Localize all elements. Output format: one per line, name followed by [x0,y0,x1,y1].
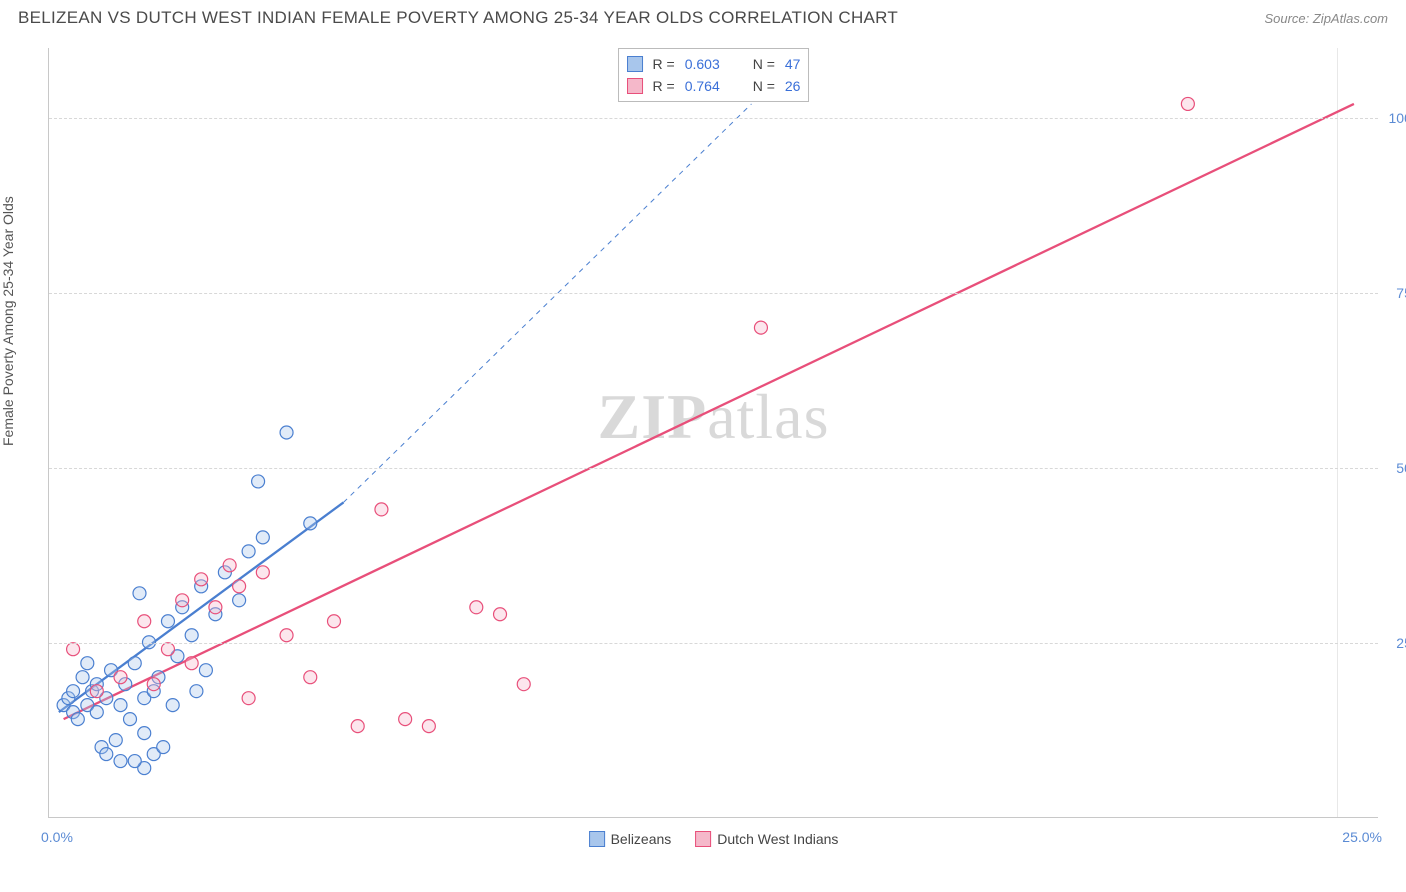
swatch-belizeans [627,56,643,72]
data-point [124,713,137,726]
data-point [114,699,127,712]
data-point [138,727,151,740]
gridline [49,468,1378,469]
data-point [233,594,246,607]
data-point [81,657,94,670]
data-point [304,671,317,684]
data-point [114,671,127,684]
legend-row-belizeans: R = 0.603 N = 47 [627,53,801,75]
data-point [157,741,170,754]
x-origin-label: 0.0% [41,829,73,845]
data-point [754,321,767,334]
data-point [304,517,317,530]
data-point [128,657,141,670]
gridline [49,643,1378,644]
source-label: Source: ZipAtlas.com [1264,11,1388,26]
legend-series: Belizeans Dutch West Indians [589,831,839,847]
data-point [161,643,174,656]
swatch-dutch-icon [695,831,711,847]
trend-line [64,104,1354,719]
gridline [49,118,1378,119]
n-label: N = [753,56,775,72]
data-point [252,475,265,488]
data-point [67,643,80,656]
r-value-dutch: 0.764 [685,78,735,94]
y-tick-label: 100.0% [1389,110,1406,126]
data-point [494,608,507,621]
data-point [90,706,103,719]
legend-item-dutch: Dutch West Indians [695,831,838,847]
y-tick-label: 25.0% [1396,635,1406,651]
scatter-svg [49,48,1378,817]
data-point [128,755,141,768]
data-point [233,580,246,593]
data-point [256,566,269,579]
legend-label-belizeans: Belizeans [611,831,672,847]
data-point [223,559,236,572]
n-label: N = [753,78,775,94]
data-point [161,615,174,628]
data-point [190,685,203,698]
swatch-belizeans-icon [589,831,605,847]
data-point [280,426,293,439]
data-point [280,629,293,642]
header: BELIZEAN VS DUTCH WEST INDIAN FEMALE POV… [0,0,1406,32]
data-point [242,545,255,558]
data-point [176,594,189,607]
data-point [133,587,146,600]
legend-correlation: R = 0.603 N = 47 R = 0.764 N = 26 [618,48,810,102]
swatch-dutch [627,78,643,94]
data-point [1181,97,1194,110]
r-value-belizeans: 0.603 [685,56,735,72]
data-point [67,685,80,698]
data-point [209,601,222,614]
gridline [49,293,1378,294]
data-point [76,671,89,684]
y-axis-title: Female Poverty Among 25-34 Year Olds [0,196,16,446]
n-value-belizeans: 47 [785,56,801,72]
trend-line-extrapolated [343,104,751,502]
data-point [470,601,483,614]
data-point [71,713,84,726]
data-point [138,615,151,628]
chart-title: BELIZEAN VS DUTCH WEST INDIAN FEMALE POV… [18,8,898,28]
data-point [166,699,179,712]
n-value-dutch: 26 [785,78,801,94]
data-point [242,692,255,705]
r-label: R = [653,56,675,72]
data-point [147,678,160,691]
chart-plot-area: ZIPatlas R = 0.603 N = 47 R = 0.764 N = … [48,48,1378,818]
data-point [195,573,208,586]
y-tick-label: 75.0% [1396,285,1406,301]
r-label: R = [653,78,675,94]
legend-label-dutch: Dutch West Indians [717,831,838,847]
data-point [100,748,113,761]
data-point [422,720,435,733]
data-point [399,713,412,726]
legend-row-dutch: R = 0.764 N = 26 [627,75,801,97]
data-point [375,503,388,516]
data-point [351,720,364,733]
data-point [199,664,212,677]
data-point [328,615,341,628]
data-point [90,685,103,698]
data-point [114,755,127,768]
data-point [517,678,530,691]
data-point [109,734,122,747]
x-right-label: 25.0% [1342,829,1382,845]
data-point [185,657,198,670]
data-point [256,531,269,544]
legend-item-belizeans: Belizeans [589,831,672,847]
data-point [185,629,198,642]
y-tick-label: 50.0% [1396,460,1406,476]
